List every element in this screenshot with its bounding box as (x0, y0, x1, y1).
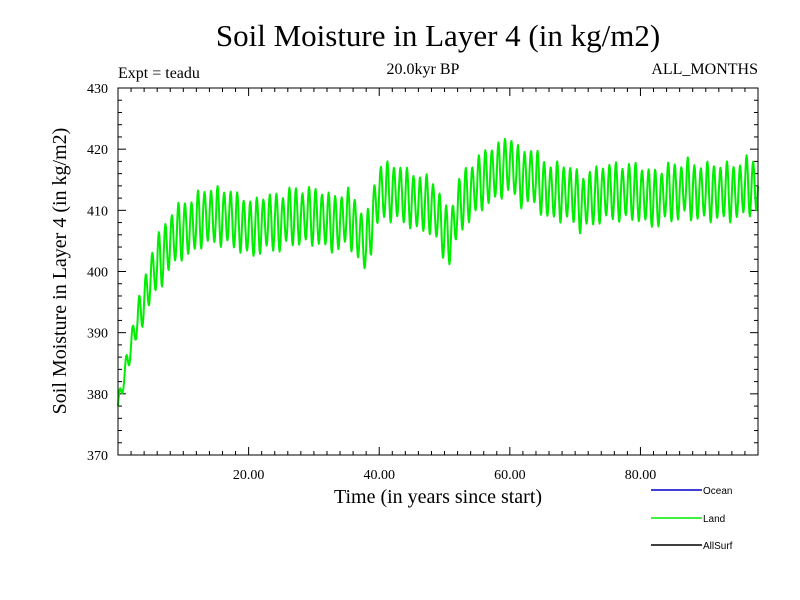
axis-ticks (118, 87, 758, 456)
x-tick-label: 80.00 (625, 468, 657, 483)
experiment-label: Expt = teadu (118, 65, 200, 82)
legend-label-ocean: Ocean (703, 486, 732, 497)
y-tick-label: 380 (87, 388, 108, 403)
x-tick-label: 40.00 (363, 468, 395, 483)
x-tick-label: 20.00 (233, 468, 265, 483)
y-tick-label: 420 (87, 143, 108, 158)
y-axis-label: Soil Moisture in Layer 4 (in kg/m2) (49, 128, 71, 415)
period-label: 20.0kyr BP (387, 61, 460, 78)
legend: Ocean Land AllSurf (651, 486, 733, 552)
y-tick-label: 410 (87, 204, 108, 219)
legend-label-land: Land (703, 514, 725, 525)
x-axis-label: Time (in years since start) (334, 486, 542, 508)
y-tick-label: 430 (87, 82, 108, 97)
y-tick-label: 370 (87, 449, 108, 464)
series-line-land (117, 137, 759, 407)
x-tick-labels: 20.00 40.00 60.00 80.00 (233, 468, 656, 483)
series-group (117, 137, 759, 407)
plot-frame (117, 87, 759, 456)
chart-title: Soil Moisture in Layer 4 (in kg/m2) (216, 18, 660, 53)
x-tick-label: 60.00 (494, 468, 526, 483)
y-tick-label: 400 (87, 266, 108, 281)
legend-label-allsurf: AllSurf (703, 541, 733, 552)
y-tick-label: 390 (87, 327, 108, 342)
months-label: ALL_MONTHS (651, 61, 758, 78)
y-tick-labels: 370 380 390 400 410 420 430 (87, 82, 108, 464)
